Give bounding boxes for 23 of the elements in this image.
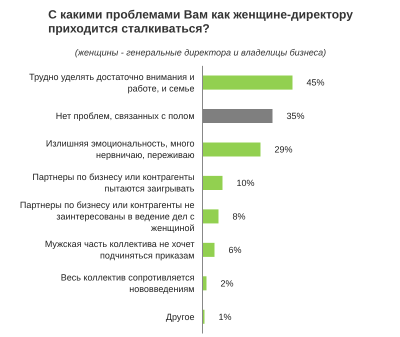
data-label: 45% [306, 78, 325, 88]
y-tick-label: Партнеры по бизнесу или контрагенты не заинтересованы в ведение дел с женщиной [20, 200, 195, 233]
y-tick-label: Нет проблем, связанных с полом [56, 111, 195, 122]
bar [202, 176, 222, 190]
bar [202, 242, 214, 257]
data-label: 6% [228, 244, 242, 255]
bar [202, 142, 260, 157]
chart-subtitle: (женщины - генеральные директора и владелицы бизнеса) [74, 48, 326, 58]
bar [202, 76, 292, 90]
y-tick-label: Излишняя эмоциональность, много нервничаю, переживаю [46, 138, 195, 160]
data-label: 29% [274, 144, 293, 154]
data-label: 2% [220, 278, 234, 288]
bar [202, 209, 218, 224]
y-tick-label: Весь коллектив сопротивляется нововведениям [60, 272, 195, 294]
data-label: 10% [236, 178, 255, 188]
data-label: 1% [218, 312, 232, 322]
data-label: 8% [232, 211, 246, 222]
chart-title: С какими проблемами Вам как женщине-директору приходится сталкиваться? [48, 8, 354, 36]
y-tick-label: Другое [166, 312, 195, 322]
y-tick-label: Мужская часть коллектива не хочет подчиняться приказам [44, 239, 195, 261]
data-label: 35% [286, 111, 305, 122]
y-tick-label: Партнеры по бизнесу или контрагенты пытаются заигрывать [32, 172, 195, 194]
y-tick-label: Трудно уделять достаточно внимания и работе, и семье [29, 72, 195, 94]
